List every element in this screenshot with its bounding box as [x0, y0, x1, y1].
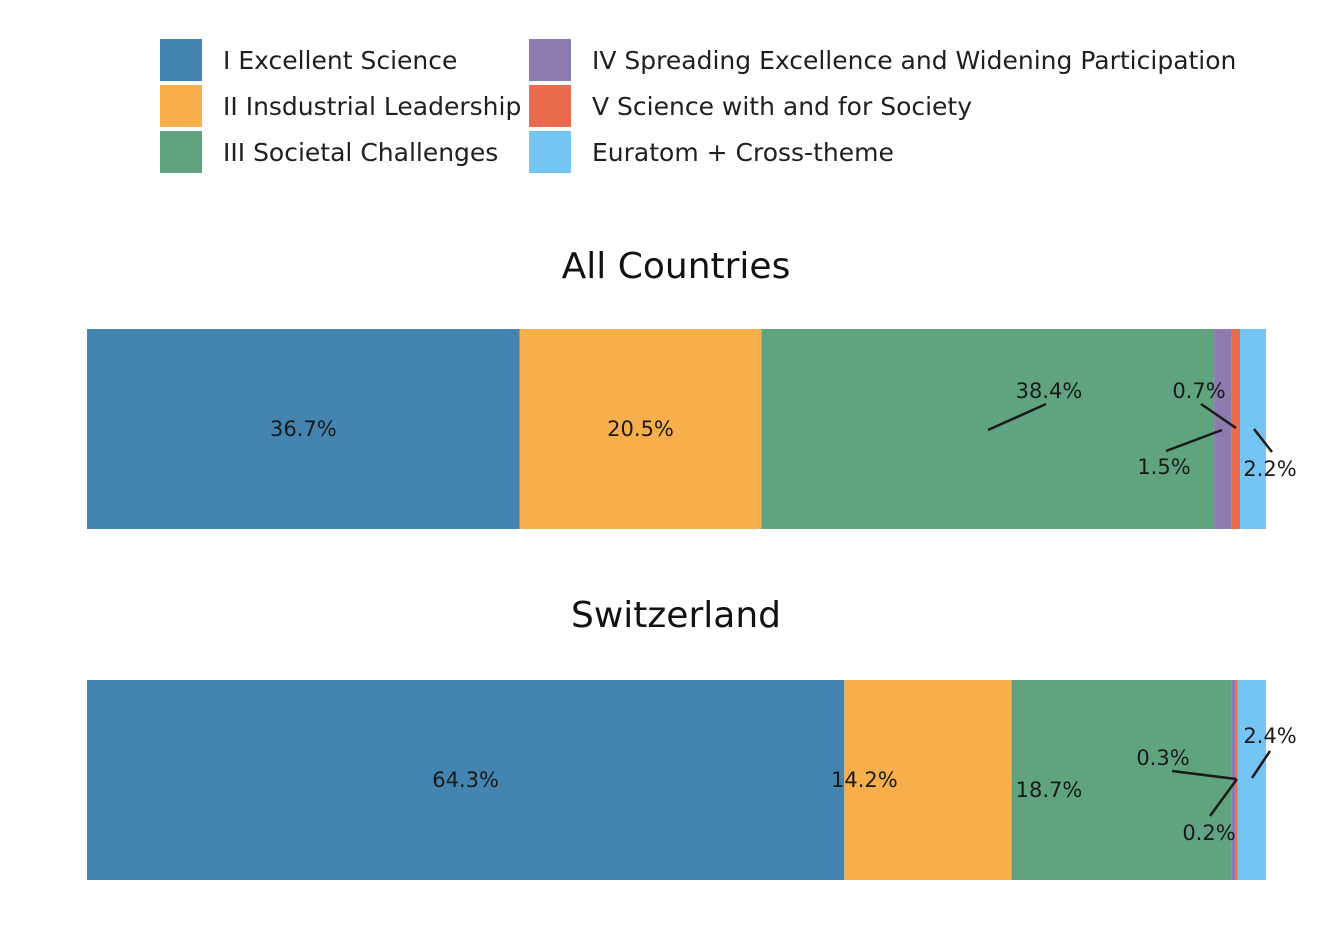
legend-label: IV Spreading Excellence and Widening Par… — [592, 46, 1236, 75]
label-leader-line — [987, 402, 1047, 432]
legend-item-i-excellent-science: I Excellent Science — [160, 39, 457, 81]
label-leader-line — [1200, 402, 1237, 430]
label-leader-line — [1208, 778, 1239, 817]
legend-label: V Science with and for Society — [592, 92, 972, 121]
data-label-iii-societal-challenges: 38.4% — [1016, 379, 1083, 403]
bar-segment-iv-spreading-excellence-and-widening-participation — [1214, 329, 1232, 529]
label-leader-line — [1253, 428, 1273, 453]
legend-item-euratom-cross-theme: Euratom + Cross-theme — [529, 131, 894, 173]
chart-panels: All Countries 36.7% 20.5% 38.4% 1.5% 0.7% 2.2%… — [87, 246, 1297, 880]
bar-segment-iv-spreading-excellence-and-widening-participation — [1231, 680, 1236, 880]
legend-label: I Excellent Science — [223, 46, 457, 75]
data-label-iv-spreading-excellence-and-widening-participation: 1.5% — [1137, 455, 1190, 479]
legend-swatch — [160, 85, 202, 127]
data-label-iii-societal-challenges: 18.7% — [1016, 778, 1083, 802]
data-label-iv-spreading-excellence-and-widening-participation: 0.3% — [1136, 746, 1189, 770]
legend-swatch — [529, 39, 571, 81]
panel-title: All Countries — [562, 246, 791, 287]
data-label-euratom-cross-theme: 2.4% — [1243, 724, 1296, 748]
panel-title: Switzerland — [571, 595, 781, 636]
bar-segment-iii-societal-challenges — [1011, 680, 1232, 880]
legend: I Excellent Science II Insdustrial Leader… — [160, 39, 1236, 173]
legend-label: II Insdustrial Leadership — [223, 92, 521, 121]
data-label-ii-insdustrial-leadership: 14.2% — [831, 768, 898, 792]
panel-all-countries: All Countries 36.7% 20.5% 38.4% 1.5% 0.7% 2.2% — [87, 246, 1297, 529]
label-leader-line — [1250, 750, 1272, 779]
legend-swatch — [529, 131, 571, 173]
data-label-v-science-with-and-for-society: 0.7% — [1172, 379, 1225, 403]
data-label-i-excellent-science: 36.7% — [270, 417, 337, 441]
legend-swatch — [160, 39, 202, 81]
bar-segment-euratom-cross-theme — [1240, 329, 1266, 529]
legend-swatch — [160, 131, 202, 173]
label-leader-line — [1165, 428, 1223, 453]
data-label-v-science-with-and-for-society: 0.2% — [1182, 821, 1235, 845]
data-label-ii-insdustrial-leadership: 20.5% — [607, 417, 674, 441]
bar-segment-i-excellent-science — [87, 680, 845, 880]
legend-item-iii-societal-challenges: III Societal Challenges — [160, 131, 498, 173]
bar-segment-v-science-with-and-for-society — [1231, 329, 1241, 529]
legend-label: Euratom + Cross-theme — [592, 138, 894, 167]
legend-swatch — [529, 85, 571, 127]
legend-item-iv-spreading-excellence-and-widening-participation: IV Spreading Excellence and Widening Par… — [529, 39, 1236, 81]
legend-item-v-science-with-and-for-society: V Science with and for Society — [529, 85, 972, 127]
data-label-euratom-cross-theme: 2.2% — [1243, 457, 1296, 481]
label-leader-line — [1171, 769, 1237, 781]
bar-segment-ii-insdustrial-leadership — [519, 329, 762, 529]
legend-item-ii-insdustrial-leadership: II Insdustrial Leadership — [160, 85, 521, 127]
bar-segment-ii-insdustrial-leadership — [844, 680, 1012, 880]
bar-segment-i-excellent-science — [87, 329, 520, 529]
legend-label: III Societal Challenges — [223, 138, 498, 167]
bar-segment-euratom-cross-theme — [1237, 680, 1266, 880]
panel-switzerland: Switzerland 64.3% 14.2% 18.7% 0.3% 0.2% 2.4% — [87, 595, 1297, 880]
data-label-i-excellent-science: 64.3% — [432, 768, 499, 792]
